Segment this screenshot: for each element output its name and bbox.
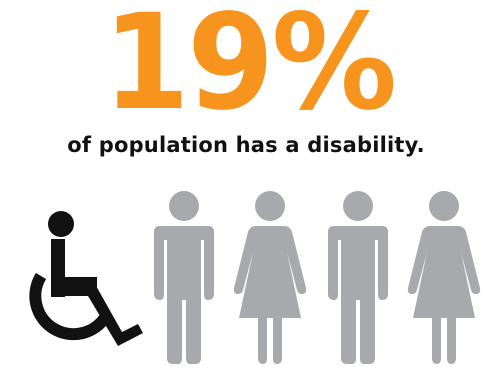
percentage-stat: 19% xyxy=(102,0,396,140)
man-icon xyxy=(154,191,214,364)
man-icon xyxy=(328,191,388,364)
figures-graphic xyxy=(29,191,481,364)
wheelchair-icon xyxy=(29,211,143,346)
headline: 19% xyxy=(0,0,492,140)
woman-icon xyxy=(233,191,307,364)
caption-text: of population has a disability. xyxy=(67,133,425,157)
figures-row xyxy=(0,190,492,370)
woman-icon xyxy=(407,191,481,364)
